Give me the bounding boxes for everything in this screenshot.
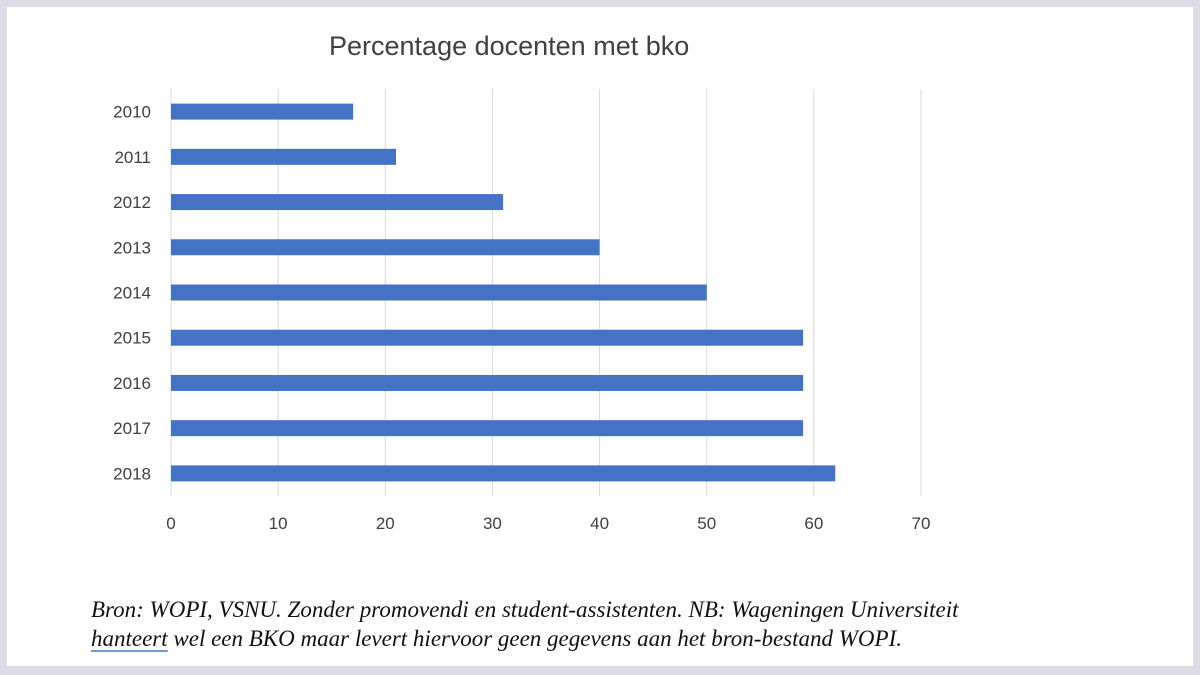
bar-2012 (171, 194, 504, 211)
bar-2016 (171, 374, 804, 391)
bar-chart: 2010 2011 2012 2013 2014 2015 2016 2017 2018 0 10… (113, 89, 930, 533)
category-label: 2015 (113, 329, 151, 348)
bar-2018 (171, 465, 836, 482)
bar-2013 (171, 239, 600, 256)
caption-line-2: hanteert wel een BKO maar levert hiervoo… (91, 624, 1131, 653)
category-labels: 2010 2011 2012 2013 2014 2015 2016 2017 2018 (113, 103, 151, 484)
bar-2017 (171, 420, 804, 437)
x-tick-label: 30 (483, 514, 502, 533)
caption-line-1: Bron: WOPI, VSNU. Zonder promovendi en s… (91, 597, 959, 622)
category-label: 2014 (113, 284, 151, 303)
x-tick-labels: 0 10 20 30 40 50 60 70 (166, 514, 930, 533)
chart-title: Percentage docenten met bko (329, 31, 690, 61)
bar-2010 (171, 103, 354, 120)
category-label: 2012 (113, 193, 151, 212)
caption-underlined-word: hanteert (91, 626, 168, 651)
bar-2015 (171, 329, 804, 346)
x-tick-label: 50 (697, 514, 716, 533)
category-label: 2017 (113, 419, 151, 438)
bar-2014 (171, 284, 707, 301)
x-tick-label: 70 (912, 514, 931, 533)
x-tick-label: 10 (269, 514, 288, 533)
x-tick-label: 20 (376, 514, 395, 533)
category-label: 2013 (113, 238, 151, 257)
x-tick-label: 40 (590, 514, 609, 533)
bar-2011 (171, 148, 396, 165)
x-tick-label: 60 (804, 514, 823, 533)
category-label: 2016 (113, 374, 151, 393)
category-label: 2018 (113, 464, 151, 483)
source-caption: Bron: WOPI, VSNU. Zonder promovendi en s… (91, 595, 1131, 653)
bars (171, 103, 836, 482)
x-tick-label: 0 (166, 514, 175, 533)
caption-line-2-rest: wel een BKO maar levert hiervoor geen ge… (167, 626, 902, 651)
chart-card: Percentage docenten met bko 2010 2011 2012… (7, 7, 1193, 666)
category-label: 2011 (114, 148, 151, 167)
category-label: 2010 (113, 103, 151, 122)
